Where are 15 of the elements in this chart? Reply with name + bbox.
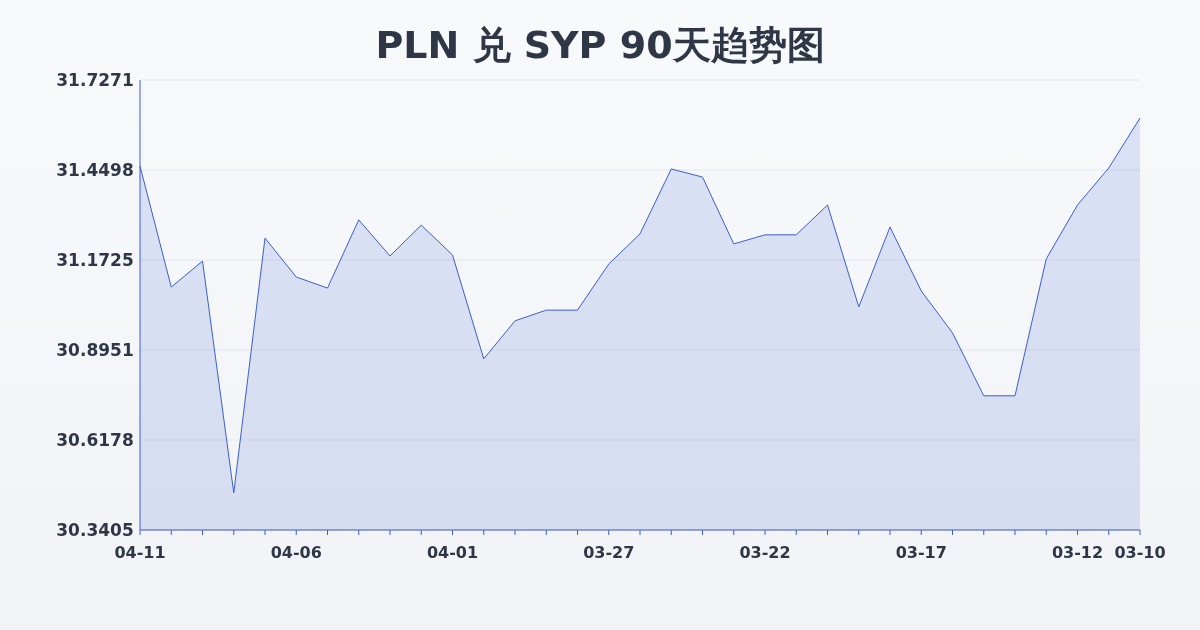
y-tick-label: 30.8951 xyxy=(56,340,134,361)
x-tick-label: 03-27 xyxy=(583,543,635,562)
y-tick-label: 31.4498 xyxy=(56,159,134,180)
x-tick-label: 04-06 xyxy=(270,543,322,562)
y-tick-label: 31.1725 xyxy=(56,249,134,270)
y-tick-label: 30.3405 xyxy=(56,520,134,540)
y-tick-label: 31.7271 xyxy=(56,70,134,90)
x-tick-label: 03-10 xyxy=(1114,543,1166,562)
x-tick-label: 03-22 xyxy=(739,543,791,562)
x-tick-label: 04-11 xyxy=(114,543,166,562)
y-tick-label: 30.6178 xyxy=(56,430,134,451)
x-tick-label: 03-17 xyxy=(895,543,947,562)
chart-title: PLN 兑 SYP 90天趋势图 xyxy=(375,23,825,67)
x-tick-label: 04-01 xyxy=(426,543,479,562)
x-tick-label: 03-12 xyxy=(1051,543,1104,562)
